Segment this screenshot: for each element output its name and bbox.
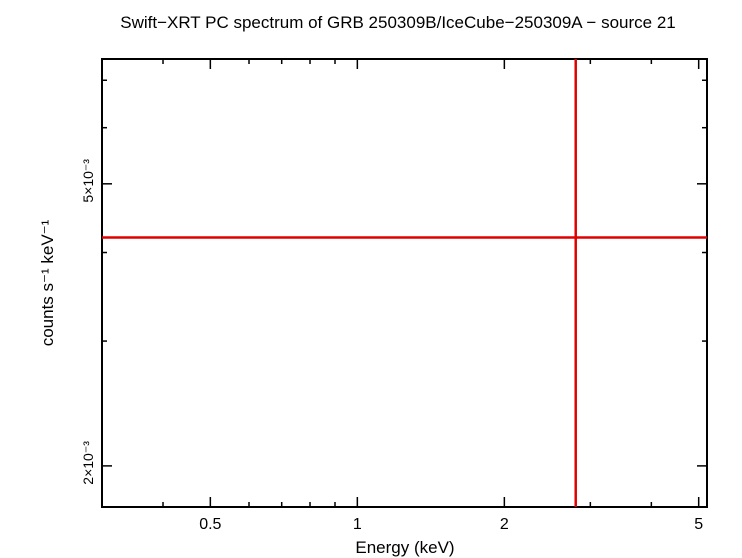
chart-title: Swift−XRT PC spectrum of GRB 250309B/Ice… <box>120 13 676 32</box>
data-points <box>102 59 707 507</box>
x-tick-label: 1 <box>353 516 362 533</box>
x-tick-label: 0.5 <box>199 516 221 533</box>
y-tick-label: 2×10⁻³ <box>80 441 96 485</box>
x-tick-label: 5 <box>694 516 703 533</box>
x-axis-label: Energy (keV) <box>355 538 454 557</box>
y-tick-labels: 2×10⁻³ 5×10⁻³ <box>80 159 96 485</box>
y-axis-label: counts s⁻¹ keV⁻¹ <box>38 219 57 346</box>
plot-frame <box>101 58 708 508</box>
x-tick-label: 2 <box>500 516 509 533</box>
axis-ticks <box>101 59 707 507</box>
x-tick-labels: 0.5 1 2 5 <box>199 516 703 533</box>
y-tick-label: 5×10⁻³ <box>80 159 96 203</box>
